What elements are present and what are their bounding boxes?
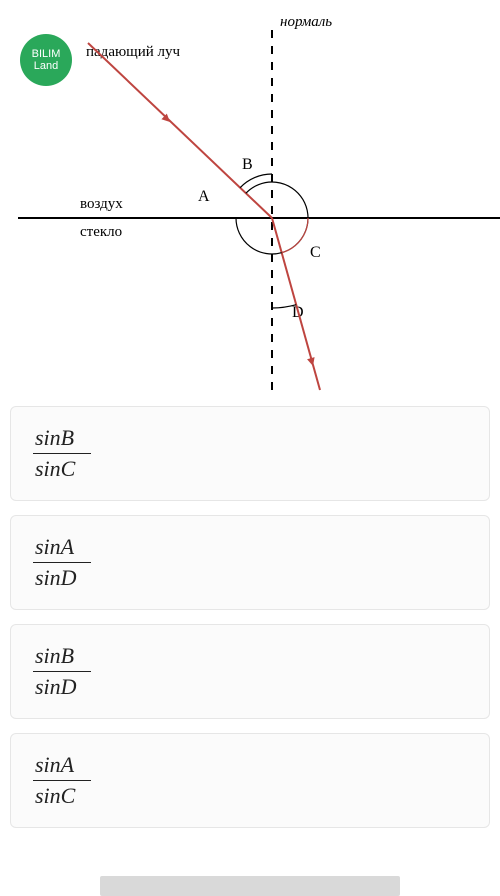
- fraction: sinAsinD: [33, 532, 91, 593]
- fraction-numerator: sinB: [33, 423, 76, 453]
- fraction-numerator: sinA: [33, 532, 76, 562]
- refraction-diagram: BILIM Land нормаль падающий луч воздух с…: [0, 0, 500, 400]
- answer-option-1[interactable]: sinAsinD: [10, 515, 490, 610]
- fraction-denominator: sinD: [33, 563, 79, 593]
- answer-option-2[interactable]: sinBsinD: [10, 624, 490, 719]
- fraction: sinAsinC: [33, 750, 91, 811]
- answer-option-0[interactable]: sinBsinC: [10, 406, 490, 501]
- fraction-denominator: sinD: [33, 672, 79, 702]
- answer-option-3[interactable]: sinAsinC: [10, 733, 490, 828]
- fraction-numerator: sinA: [33, 750, 76, 780]
- fraction-denominator: sinC: [33, 781, 77, 811]
- fraction-numerator: sinB: [33, 641, 76, 671]
- answer-options: sinBsinCsinAsinDsinBsinDsinAsinC: [0, 400, 500, 852]
- diagram-svg: [0, 0, 500, 400]
- fraction: sinBsinD: [33, 641, 91, 702]
- fraction: sinBsinC: [33, 423, 91, 484]
- footer-bar: [100, 876, 400, 896]
- fraction-denominator: sinC: [33, 454, 77, 484]
